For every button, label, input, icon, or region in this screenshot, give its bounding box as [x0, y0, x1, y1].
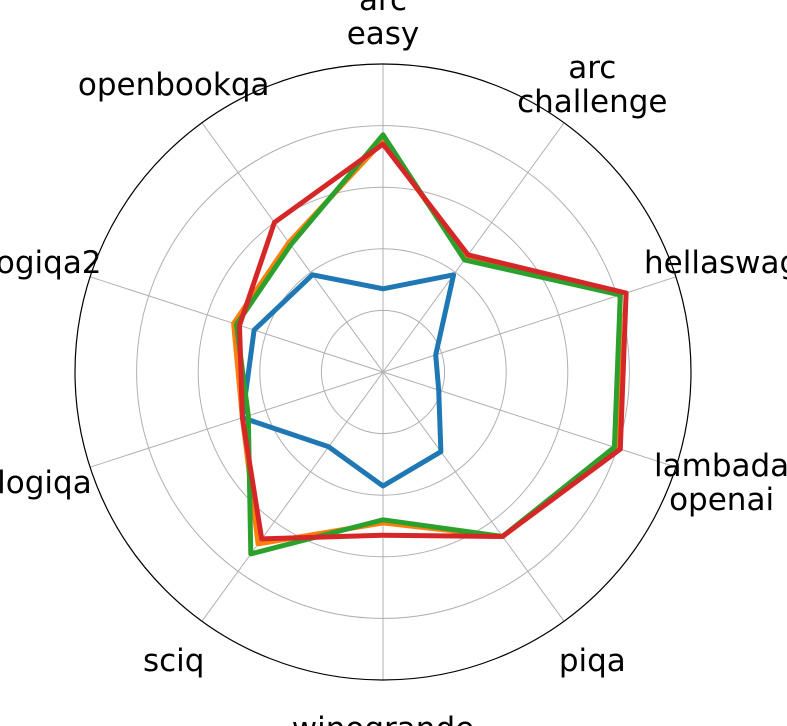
- axis-label-5: winogrande: [292, 711, 474, 726]
- axis-label-line: hellaswag: [644, 245, 787, 281]
- axis-label-line: arc: [568, 50, 616, 86]
- grid-spoke: [382, 371, 677, 468]
- polar-frame: [74, 63, 692, 681]
- axis-label-line: challenge: [517, 84, 667, 120]
- axis-label-line: easy: [347, 16, 420, 52]
- grid-spoke: [382, 122, 565, 373]
- axis-label-line: lambada: [654, 448, 787, 484]
- axis-label-line: piqa: [559, 643, 626, 679]
- axis-label-line: winogrande: [292, 711, 474, 726]
- axis-label-line: openai: [669, 482, 774, 518]
- axis-label-line: openbookqa: [78, 67, 270, 103]
- axis-label-line: logiqa2: [0, 245, 102, 281]
- series-line-3: [234, 132, 623, 557]
- grid-spoke: [201, 122, 384, 373]
- axis-label-0: arc easy: [347, 0, 420, 52]
- axis-label-7: logiqa: [0, 465, 92, 501]
- grid-layer: [74, 63, 692, 681]
- series-layer: [231, 132, 629, 557]
- series-line-4: [237, 141, 629, 542]
- axis-label-1: arc challenge: [517, 50, 667, 120]
- axis-label-2: hellaswag: [644, 245, 787, 281]
- axis-label-9: openbookqa: [78, 67, 270, 103]
- grid-spoke: [201, 371, 384, 622]
- axis-label-line: logiqa: [0, 465, 92, 501]
- axis-label-4: piqa: [559, 643, 626, 679]
- axis-label-line: sciq: [143, 643, 205, 679]
- axis-label-6: sciq: [143, 643, 205, 679]
- series-line-1: [239, 272, 457, 489]
- grid-spoke: [382, 371, 565, 622]
- grid-spoke: [89, 371, 384, 468]
- grid-spoke: [382, 276, 677, 373]
- axis-label-8: logiqa2: [0, 245, 102, 281]
- axis-label-line: arc: [359, 0, 407, 18]
- axis-label-3: lambada openai: [654, 448, 787, 518]
